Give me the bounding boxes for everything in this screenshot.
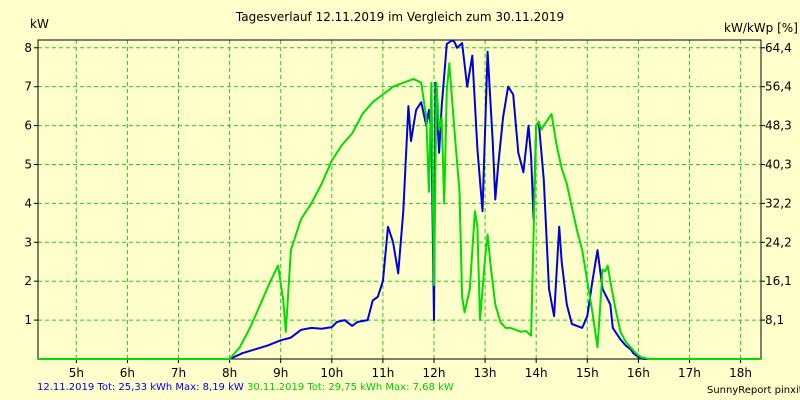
x-tick-label: 6h (120, 366, 135, 380)
footer-legend: 12.11.2019 Tot: 25,33 kWh Max: 8,19 kW 3… (37, 382, 454, 393)
y-left-tick-label: 5 (24, 157, 32, 171)
y-right-tick-label: 16,1 (765, 274, 792, 288)
x-tick-label: 14h (525, 366, 548, 380)
x-tick-label: 13h (474, 366, 497, 380)
y-left-tick-label: 7 (24, 80, 32, 94)
legend-series-blue: 12.11.2019 Tot: 25,33 kWh Max: 8,19 kW (37, 382, 244, 393)
y-axis-right-ticks: 8,1 16,1 24,2 32,2 40,3 48,3 56,4 64,4 (761, 41, 792, 327)
y-axis-left-label: kW (30, 17, 49, 31)
x-tick-label: 15h (576, 366, 599, 380)
plot-frame (37, 39, 762, 360)
y-right-tick-label: 24,2 (765, 235, 792, 249)
y-right-tick-label: 56,4 (765, 80, 792, 94)
x-tick-label: 8h (222, 366, 237, 380)
x-tick-label: 18h (729, 366, 752, 380)
y-left-tick-label: 6 (24, 119, 32, 133)
x-tick-label: 9h (273, 366, 288, 380)
y-axis-right-label: kW/kWp [%] (724, 21, 798, 35)
y-axis-left-ticks: 1 2 3 4 5 6 7 8 (24, 41, 38, 327)
series-line-blue (38, 39, 761, 360)
credit-text: SunnyReport pinxit (707, 385, 800, 396)
x-tick-label: 11h (371, 366, 394, 380)
y-right-tick-label: 48,3 (765, 119, 792, 133)
y-left-tick-label: 8 (24, 41, 32, 55)
plot-border (37, 39, 762, 360)
legend-series-green: 30.11.2019 Tot: 29,75 kWh Max: 7,68 kW (246, 382, 454, 393)
y-right-tick-label: 40,3 (765, 157, 792, 171)
chart-title: Tagesverlauf 12.11.2019 im Vergleich zum… (235, 10, 565, 24)
x-axis-ticks: 5h 6h 7h 8h 9h 10h 11h 12h 13h 14h 15h 16h 17h 18h (69, 359, 752, 380)
y-left-tick-label: 2 (24, 274, 32, 288)
x-tick-label: 17h (678, 366, 701, 380)
x-tick-label: 10h (320, 366, 343, 380)
x-tick-label: 7h (171, 366, 186, 380)
x-tick-label: 5h (69, 366, 84, 380)
series-group (38, 39, 761, 360)
series-line-green (38, 62, 761, 360)
x-tick-label: 12h (423, 366, 446, 380)
y-left-tick-label: 4 (24, 196, 32, 210)
y-right-tick-label: 32,2 (765, 196, 792, 210)
grid (38, 40, 761, 359)
y-left-tick-label: 3 (24, 235, 32, 249)
y-right-tick-label: 64,4 (765, 41, 792, 55)
x-tick-label: 16h (627, 366, 650, 380)
y-right-tick-label: 8,1 (765, 313, 784, 327)
y-left-tick-label: 1 (24, 313, 32, 327)
